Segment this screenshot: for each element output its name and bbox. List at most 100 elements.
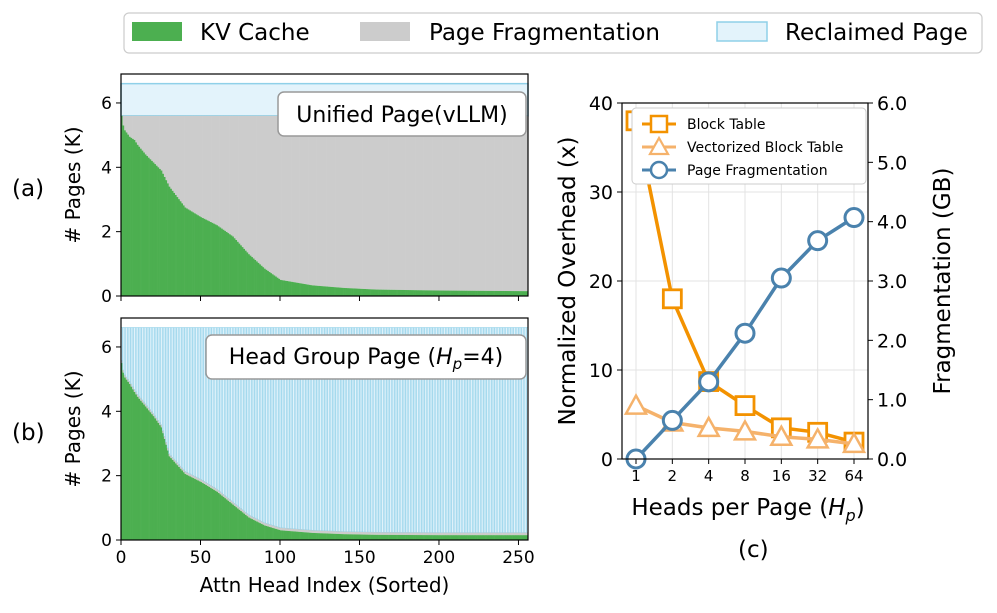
fragmentation-bar	[284, 528, 287, 531]
kv-cache-bar	[499, 290, 502, 296]
x-tick-label: 4	[704, 467, 714, 485]
kv-cache-bar	[427, 535, 430, 540]
fragmentation-bar	[349, 531, 352, 535]
fragmentation-bar	[171, 115, 174, 191]
kv-cache-bar	[329, 286, 332, 296]
fragmentation-bar	[520, 532, 522, 536]
kv-cache-bar	[502, 290, 505, 296]
kv-cache-bar	[473, 535, 476, 540]
kv-cache-bar	[202, 483, 204, 540]
fragmentation-bar	[149, 409, 152, 413]
kv-cache-bar	[230, 503, 233, 540]
y-tick-label: 6	[101, 338, 112, 358]
fragmentation-bar	[213, 487, 216, 490]
kv-cache-bar	[130, 137, 133, 296]
fragmentation-bar	[318, 115, 321, 286]
kv-cache-bar	[128, 383, 131, 540]
fragmentation-bar	[480, 532, 483, 536]
kv-cache-bar	[480, 290, 483, 296]
kv-cache-bar	[413, 535, 416, 540]
kv-cache-bar	[359, 534, 362, 540]
fragmentation-bar	[521, 115, 524, 292]
fragmentation-bar	[179, 466, 182, 469]
fragmentation-bar	[275, 115, 278, 277]
fragmentation-bar	[386, 115, 389, 290]
x-axis-label: Heads per Page (Hp)	[631, 495, 864, 525]
kv-cache-bar	[438, 290, 441, 296]
fragmentation-bar	[357, 115, 360, 289]
kv-cache-bar	[257, 522, 260, 540]
fragmentation-bar	[163, 436, 166, 439]
kv-cache-bar	[405, 535, 408, 540]
fragmentation-bar	[171, 457, 174, 460]
x-tick-label: 8	[740, 467, 750, 485]
fragmentation-bar	[214, 488, 217, 491]
fragmentation-bar	[384, 115, 387, 290]
fragmentation-bar	[283, 528, 286, 531]
fragmentation-bar	[426, 115, 429, 291]
kv-cache-bar	[148, 410, 150, 540]
kv-cache-bar	[216, 225, 219, 296]
fragmentation-bar	[380, 115, 383, 290]
x-tick-label: 200	[423, 548, 455, 568]
kv-cache-bar	[149, 159, 152, 296]
fragmentation-bar	[195, 115, 198, 215]
y-tick-label: 0	[601, 449, 613, 471]
fragmentation-bar	[275, 526, 278, 529]
fragmentation-bar	[335, 115, 338, 288]
kv-cache-bar	[467, 290, 470, 296]
kv-cache-bar	[432, 290, 435, 296]
fragmentation-bar	[431, 532, 433, 536]
kv-cache-bar	[434, 290, 437, 296]
fragmentation-bar	[330, 531, 333, 534]
fragmentation-bar	[346, 115, 349, 289]
fragmentation-bar	[505, 115, 508, 292]
kv-cache-bar	[488, 535, 491, 540]
fragmentation-bar	[327, 530, 330, 534]
kv-cache-bar	[160, 427, 163, 540]
kv-cache-bar	[217, 226, 220, 296]
fragmentation-bar	[473, 532, 476, 536]
panel-label-a: (a)	[12, 176, 44, 202]
kv-cache-bar	[338, 287, 341, 296]
kv-cache-bar	[155, 420, 158, 540]
kv-cache-bar	[338, 534, 341, 540]
fragmentation-bar	[410, 115, 413, 291]
kv-cache-bar	[362, 534, 365, 540]
kv-cache-bar	[378, 289, 381, 296]
fragmentation-bar	[184, 471, 187, 475]
kv-cache-bar	[445, 535, 448, 540]
fragmentation-bar	[127, 115, 130, 135]
kv-cache-bar	[464, 290, 467, 296]
kv-cache-bar	[443, 290, 446, 296]
kv-cache-bar	[227, 500, 230, 540]
fragmentation-bar	[237, 505, 239, 509]
kv-cache-bar	[251, 257, 254, 296]
kv-cache-bar	[303, 532, 306, 540]
kv-cache-bar	[211, 488, 214, 540]
annotation-box	[277, 91, 527, 137]
fragmentation-bar	[125, 115, 128, 133]
kv-cache-bar	[472, 535, 475, 540]
fragmentation-bar	[411, 532, 414, 536]
kv-cache-bar	[324, 286, 327, 296]
fragmentation-bar	[354, 115, 357, 289]
fragmentation-bar	[225, 496, 228, 500]
fragmentation-bar	[475, 115, 478, 291]
kv-cache-bar	[264, 268, 266, 296]
fragmentation-bar	[216, 489, 219, 492]
kv-cache-bar	[418, 290, 421, 296]
kv-cache-bar	[243, 248, 246, 296]
y-right-tick-label: 4.0	[877, 212, 907, 234]
kv-cache-bar	[176, 197, 179, 296]
kv-cache-bar	[327, 286, 330, 296]
kv-cache-bar	[281, 530, 284, 540]
marker-circle	[770, 267, 792, 289]
kv-cache-bar	[461, 535, 464, 540]
y-tick-label: 40	[589, 93, 613, 115]
kv-cache-bar	[354, 534, 357, 540]
kv-cache-bar	[222, 229, 225, 296]
kv-cache-bar	[251, 519, 254, 540]
fragmentation-bar	[383, 115, 386, 290]
fragmentation-bar	[361, 115, 363, 289]
